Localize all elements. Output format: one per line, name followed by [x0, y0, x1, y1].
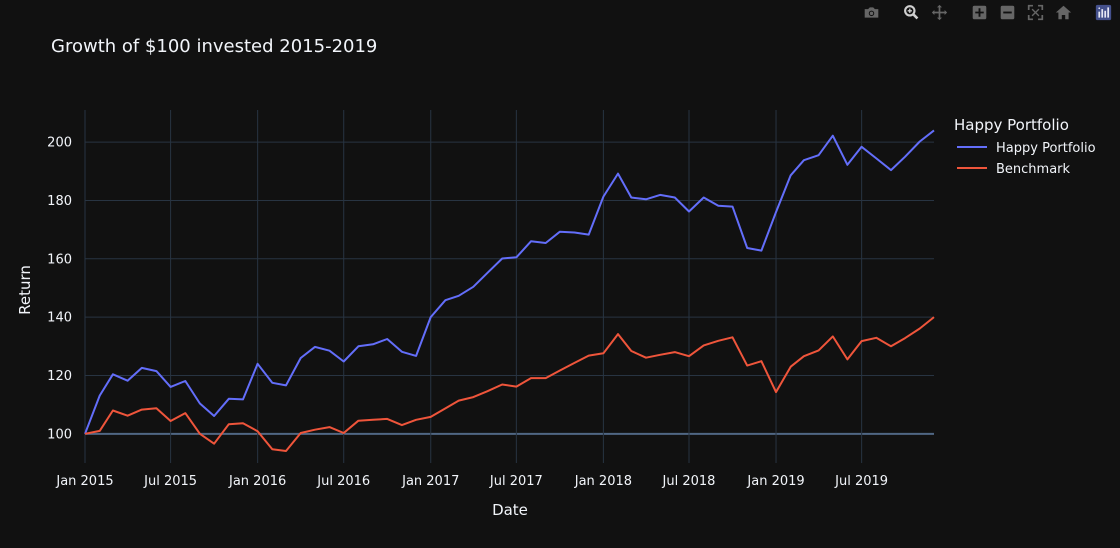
x-tick-labels: Jan 2015 Jul 2015 Jan 2016 Jul 2016 Jan 2017… — [55, 474, 888, 489]
zoom-out-button[interactable] — [996, 2, 1018, 22]
zoom-button[interactable] — [900, 2, 922, 22]
legend-title: Happy Portfolio — [954, 116, 1069, 134]
modebar — [860, 2, 1114, 22]
y-tick-label: 100 — [47, 427, 72, 442]
autoscale-icon — [1027, 4, 1043, 20]
x-tick-label: Jan 2018 — [574, 474, 632, 489]
reset-axes-button[interactable] — [1052, 2, 1074, 22]
plotly-logo-button[interactable] — [1092, 2, 1114, 22]
x-tick-label: Jul 2017 — [489, 474, 543, 489]
legend-label-happy-portfolio: Happy Portfolio — [996, 141, 1096, 156]
zoom-in-icon — [972, 5, 986, 19]
y-tick-label: 200 — [47, 136, 72, 151]
zoom-out-icon — [1000, 5, 1014, 19]
y-gridlines — [85, 141, 934, 435]
legend-item-happy-portfolio[interactable]: Happy Portfolio — [957, 141, 1096, 156]
x-tick-label: Jan 2015 — [55, 474, 113, 489]
x-axis-title: Date — [492, 501, 528, 519]
camera-icon — [864, 6, 878, 18]
y-tick-label: 160 — [47, 252, 72, 267]
series-lines — [84, 129, 935, 452]
zoom-icon — [903, 4, 918, 19]
y-tick-labels: 100 120 140 160 180 200 — [47, 136, 72, 443]
x-tick-label: Jan 2016 — [228, 474, 286, 489]
pan-button[interactable] — [928, 2, 950, 22]
chart-title: Growth of $100 invested 2015-2019 — [51, 36, 377, 57]
plotly-logo-icon — [1095, 4, 1111, 20]
pan-icon — [931, 4, 947, 20]
x-tick-label: Jul 2019 — [834, 474, 888, 489]
y-tick-label: 120 — [47, 369, 72, 384]
x-tick-label: Jan 2019 — [746, 474, 804, 489]
y-tick-label: 180 — [47, 194, 72, 209]
legend-item-benchmark[interactable]: Benchmark — [957, 162, 1071, 177]
y-axis-title: Return — [16, 265, 34, 315]
series-line-happy-portfolio[interactable] — [84, 129, 935, 435]
series-line-benchmark[interactable] — [84, 316, 935, 452]
x-gridlines — [84, 110, 863, 463]
x-tick-label: Jul 2018 — [662, 474, 716, 489]
zoom-in-button[interactable] — [968, 2, 990, 22]
home-icon — [1055, 5, 1071, 19]
x-tick-label: Jul 2015 — [143, 474, 197, 489]
camera-button[interactable] — [860, 2, 882, 22]
x-tick-label: Jul 2016 — [316, 474, 370, 489]
legend-label-benchmark: Benchmark — [996, 162, 1071, 177]
y-tick-label: 140 — [47, 311, 72, 326]
x-tick-label: Jan 2017 — [401, 474, 459, 489]
autoscale-button[interactable] — [1024, 2, 1046, 22]
legend: Happy Portfolio Happy Portfolio Benchmar… — [954, 116, 1096, 177]
